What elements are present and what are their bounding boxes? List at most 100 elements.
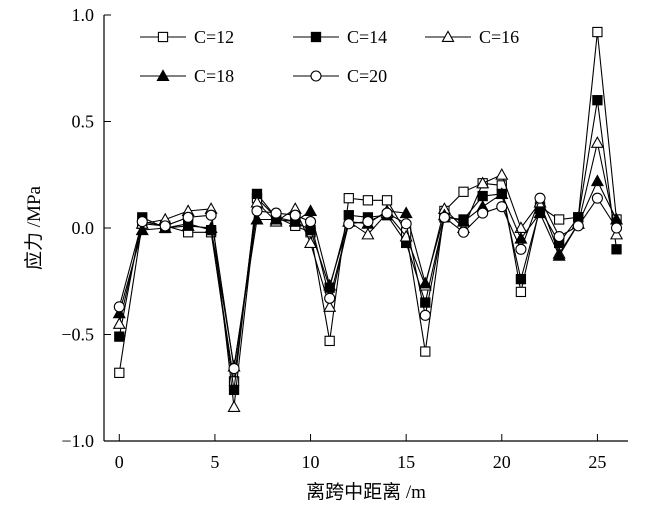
- data-point: [495, 168, 509, 180]
- data-point: [159, 220, 171, 232]
- legend-label: C=16: [479, 27, 519, 47]
- data-point: [496, 201, 508, 213]
- data-point: [590, 174, 604, 187]
- data-point: [361, 227, 375, 240]
- legend-entry: C=14: [293, 27, 387, 47]
- data-point: [304, 216, 317, 228]
- data-point: [381, 207, 393, 219]
- y-tick-label: −0.5: [61, 325, 94, 345]
- data-point: [381, 195, 393, 206]
- data-point: [418, 276, 432, 289]
- x-tick-label: 15: [397, 452, 415, 472]
- data-point: [136, 216, 148, 228]
- data-point: [112, 306, 126, 319]
- data-point: [205, 209, 217, 221]
- data-point: [289, 209, 301, 221]
- series-line: [118, 196, 617, 369]
- data-point: [457, 226, 470, 238]
- legend-label: C=14: [347, 27, 387, 47]
- data-point: [362, 216, 374, 228]
- data-point: [611, 244, 622, 255]
- data-point: [572, 220, 584, 232]
- data-point: [534, 192, 546, 204]
- data-point: [592, 26, 603, 38]
- series-c-14: [114, 95, 622, 396]
- data-point: [476, 176, 490, 189]
- data-point: [399, 206, 413, 219]
- data-point: [515, 273, 527, 285]
- data-point: [323, 300, 337, 312]
- data-point: [456, 214, 471, 227]
- data-point: [419, 309, 431, 321]
- legend-label: C=20: [347, 66, 387, 86]
- series-c-20: [113, 192, 623, 375]
- data-point: [552, 248, 566, 261]
- series-c-16: [112, 136, 624, 412]
- ticks: −1.0 −0.5 0.0 0.5 1.0 0 5 10 15 20 25: [61, 5, 606, 472]
- data-point: [438, 211, 450, 223]
- data-point: [304, 204, 318, 216]
- data-point: [477, 207, 489, 219]
- data-point: [324, 292, 336, 304]
- x-axis-title: 离跨中距离 /m: [306, 481, 426, 503]
- legend-marker: [310, 70, 322, 82]
- legend: C=12 C=14 C=16 C=18 C=20: [140, 27, 519, 86]
- data-point: [343, 218, 355, 230]
- data-point: [181, 219, 195, 231]
- data-point: [228, 384, 240, 396]
- data-point: [420, 346, 431, 357]
- data-point: [554, 214, 565, 225]
- legend-marker: [157, 31, 169, 43]
- data-point: [288, 214, 302, 227]
- data-point: [182, 211, 194, 223]
- data-point: [112, 317, 126, 329]
- data-point: [515, 243, 527, 255]
- data-point: [343, 193, 354, 204]
- data-point: [204, 221, 218, 234]
- x-tick-label: 5: [210, 452, 219, 472]
- data-point: [610, 222, 623, 234]
- data-point: [113, 301, 125, 313]
- data-point: [458, 186, 469, 197]
- legend-marker: [310, 31, 322, 43]
- y-tick-label: 1.0: [72, 5, 95, 25]
- legend-entry: C=20: [293, 66, 387, 86]
- x-tick-label: 10: [302, 452, 320, 472]
- series-line: [118, 142, 618, 407]
- data-point: [553, 230, 565, 243]
- data-point: [590, 136, 604, 148]
- data-point: [269, 212, 283, 225]
- data-point: [591, 192, 603, 204]
- data-point: [251, 205, 263, 217]
- legend-entry: C=12: [140, 27, 234, 47]
- y-tick-label: 0.5: [72, 112, 95, 132]
- data-point: [533, 206, 547, 219]
- data-point: [477, 190, 488, 202]
- x-tick-label: 0: [115, 452, 124, 472]
- data-point: [362, 195, 374, 206]
- data-point: [227, 400, 241, 412]
- legend-marker: [156, 69, 170, 82]
- data-point: [400, 218, 412, 230]
- legend-entry: C=18: [140, 66, 234, 86]
- series-line: [118, 100, 618, 390]
- legend-marker: [441, 30, 455, 43]
- x-tick-label: 20: [493, 452, 511, 472]
- y-tick-label: −1.0: [61, 431, 94, 451]
- data-point: [514, 221, 528, 234]
- legend-entry: C=16: [425, 27, 519, 47]
- data-point: [592, 95, 603, 106]
- y-tick-label: 0.0: [72, 218, 95, 238]
- data-point: [515, 286, 527, 298]
- data-point: [609, 227, 624, 240]
- x-tick-label: 25: [588, 452, 606, 472]
- legend-label: C=18: [194, 66, 234, 86]
- y-axis-title: 应力 /MPa: [23, 185, 45, 269]
- data-point: [114, 331, 125, 342]
- series: [112, 26, 624, 412]
- data-point: [324, 335, 335, 347]
- data-point: [270, 207, 282, 219]
- legend-label: C=12: [194, 27, 234, 47]
